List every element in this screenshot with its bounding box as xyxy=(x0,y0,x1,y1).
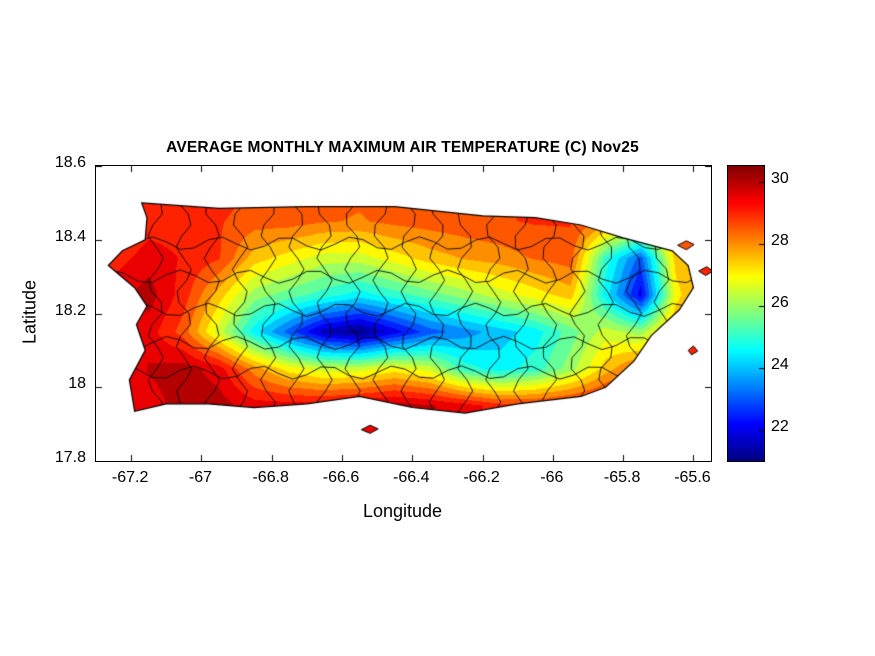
x-tick-label: -65.6 xyxy=(674,469,711,486)
x-tick-label: -66.2 xyxy=(463,469,500,486)
colorbar-canvas xyxy=(728,166,764,461)
colorbar-tick-label: 26 xyxy=(771,293,789,311)
x-tick-label: -65.8 xyxy=(603,469,641,486)
y-tick-label: 18 xyxy=(68,375,86,393)
temperature-map-canvas xyxy=(96,166,711,461)
y-tick-label: 17.8 xyxy=(54,449,86,466)
y-tick-label: 18.6 xyxy=(54,154,86,171)
x-tick-label: -66 xyxy=(540,469,564,486)
x-tick-label: -66.8 xyxy=(252,469,289,486)
x-tick-label: -67.2 xyxy=(111,469,149,486)
x-tick-label: -67 xyxy=(188,469,212,486)
colorbar-tick-label: 30 xyxy=(771,169,789,187)
colorbar-tick-label: 24 xyxy=(771,355,789,373)
x-tick-label: -66.4 xyxy=(393,469,430,486)
colorbar-tick-label: 22 xyxy=(771,417,789,435)
colorbar-tick-label: 28 xyxy=(771,231,789,249)
plot-area xyxy=(95,165,712,462)
x-tick-label: -66.6 xyxy=(322,469,360,486)
figure-title: AVERAGE MONTHLY MAXIMUM AIR TEMPERATURE … xyxy=(166,139,639,156)
colorbar xyxy=(727,165,765,462)
y-tick-label: 18.2 xyxy=(54,301,86,319)
y-tick-label: 18.4 xyxy=(54,227,86,245)
x-axis-label: Longitude xyxy=(362,501,443,521)
